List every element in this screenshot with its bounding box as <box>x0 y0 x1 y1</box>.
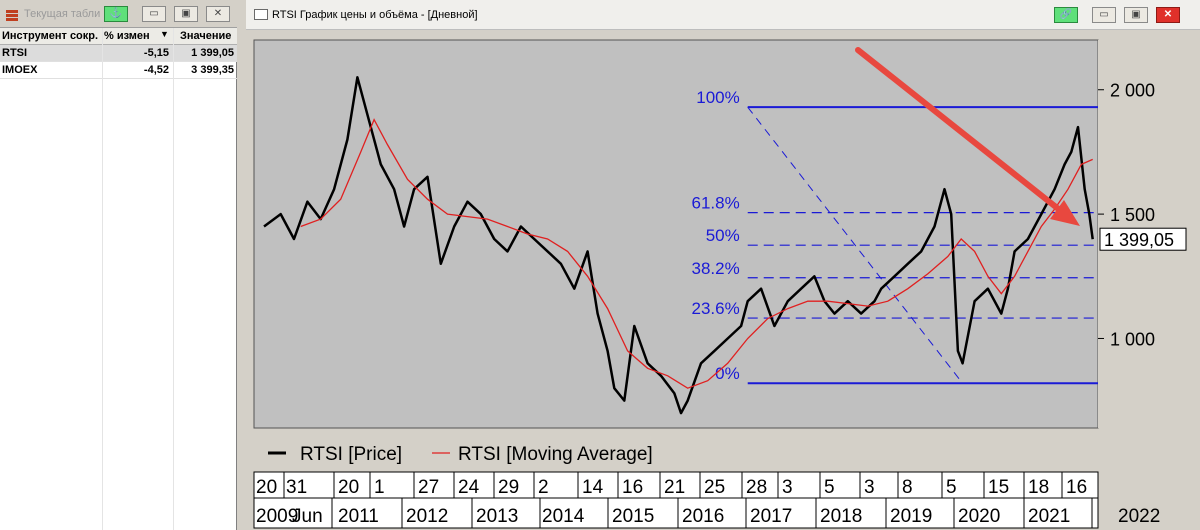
y-tick-label: 1 500 <box>1110 205 1155 225</box>
minimize-button[interactable]: ▭ <box>1092 7 1116 23</box>
column-header-value[interactable]: Значение <box>180 30 232 42</box>
x-axis-year-label: 2012 <box>406 506 448 527</box>
x-axis-day-row <box>253 471 1099 499</box>
x-axis-year-label: Jun <box>292 506 323 527</box>
x-axis-day-label: 29 <box>498 477 519 498</box>
x-axis-year-label: 2009 <box>256 506 298 527</box>
price-value: 3 399,35 <box>191 64 234 76</box>
instrument-name: RTSI <box>2 47 28 59</box>
x-axis-year-label: 2017 <box>750 506 792 527</box>
last-value-label: 1 399,05 <box>1104 230 1174 250</box>
x-axis-day-label: 5 <box>824 477 835 498</box>
chart-window-title: RTSI График цены и объёма - [Дневной] <box>272 9 478 21</box>
quote-table-window: Текущая таблица ⚓ ▭ ▣ ✕ Инструмент сокр.… <box>0 0 237 530</box>
column-header-instrument[interactable]: Инструмент сокр. <box>2 30 99 42</box>
x-axis-day-label: 15 <box>988 477 1009 498</box>
table-row[interactable]: RTSI -5,15 1 399,05 <box>0 45 237 62</box>
x-axis-day-label: 24 <box>458 477 480 498</box>
sort-down-icon: ▼ <box>160 29 169 39</box>
price-series-line <box>263 76 1094 415</box>
chart-window: RTSI График цены и объёма - [Дневной] 🔗 … <box>246 0 1200 530</box>
x-axis-year-label: 2014 <box>542 506 585 527</box>
x-axis-day-label: 14 <box>582 477 604 498</box>
x-axis-day-label: 18 <box>1028 477 1049 498</box>
quote-table-title: Текущая таблица <box>24 8 100 20</box>
table-icon <box>6 8 18 21</box>
x-axis-year-row <box>253 497 1099 529</box>
x-axis-day-label: 21 <box>664 477 685 498</box>
fib-level-label: 100% <box>696 88 739 107</box>
x-axis-day-label: 3 <box>782 477 793 498</box>
fib-level-label: 38.2% <box>692 259 740 278</box>
quote-table: Инструмент сокр. % измен ▼ Значение RTSI… <box>0 28 237 79</box>
chart-area[interactable]: 2 000 1 500 1 000 100% 61.8% 50% 38.2% 23.6% 0% 1… <box>246 30 1200 530</box>
x-axis-day-label: 2 <box>538 477 549 498</box>
x-axis-year-label: 2016 <box>682 506 724 527</box>
legend-label-price: RTSI [Price] <box>300 444 402 465</box>
x-axis-year-label: 2015 <box>612 506 654 527</box>
fib-level-label: 61.8% <box>692 194 740 213</box>
column-header-change[interactable]: % измен <box>104 30 150 42</box>
x-axis-day-label: 5 <box>946 477 957 498</box>
x-axis-day-label: 20 <box>256 477 277 498</box>
chart-window-icon <box>254 9 268 20</box>
x-axis-day-label: 27 <box>418 477 439 498</box>
x-axis-day-label: 28 <box>746 477 767 498</box>
y-tick-label: 2 000 <box>1110 81 1155 101</box>
x-axis-day-label: 20 <box>338 477 359 498</box>
x-axis-day-label: 16 <box>1066 477 1087 498</box>
x-axis-year-label: 2013 <box>476 506 518 527</box>
minimize-button[interactable]: ▭ <box>142 6 166 22</box>
x-axis-day-label: 25 <box>704 477 725 498</box>
legend-area <box>254 432 1098 466</box>
annotation-arrow-shaft <box>855 47 1069 218</box>
moving-average-line <box>300 118 1093 389</box>
chart-titlebar[interactable]: RTSI График цены и объёма - [Дневной] 🔗 … <box>246 0 1200 30</box>
x-axis-day-label: 8 <box>902 477 913 498</box>
plot-background <box>253 39 1099 429</box>
quote-table-titlebar[interactable]: Текущая таблица ⚓ ▭ ▣ ✕ <box>0 0 237 28</box>
fib-level-label: 23.6% <box>692 299 740 318</box>
x-axis-day-label: 3 <box>864 477 875 498</box>
legend-label-ma: RTSI [Moving Average] <box>458 444 653 465</box>
change-value: -4,52 <box>143 64 169 76</box>
x-axis-year-label: 2011 <box>338 506 379 527</box>
last-value-box <box>1099 227 1187 251</box>
restore-button[interactable]: ▣ <box>1124 7 1148 23</box>
x-axis-year-label: 2022 <box>1118 506 1160 527</box>
x-axis-year-label: 2018 <box>820 506 862 527</box>
instrument-name: IMOEX <box>2 64 38 76</box>
price-chart[interactable]: 2 000 1 500 1 000 100% 61.8% 50% 38.2% 23.6% 0% 1… <box>246 30 1200 530</box>
column-divider <box>102 28 103 530</box>
fib-diagonal-line <box>747 106 963 384</box>
fib-level-label: 50% <box>706 226 740 245</box>
change-value: -5,15 <box>143 47 169 59</box>
table-row[interactable]: IMOEX -4,52 3 399,35 <box>0 62 237 79</box>
table-header-row: Инструмент сокр. % измен ▼ Значение <box>0 28 237 45</box>
annotation-arrow-head <box>1050 200 1080 226</box>
x-axis-day-label: 31 <box>286 477 307 498</box>
close-button[interactable]: ✕ <box>206 6 230 22</box>
x-axis-day-label: 16 <box>622 477 643 498</box>
x-axis-year-label: 2020 <box>958 506 1000 527</box>
x-axis-year-label: 2019 <box>890 506 932 527</box>
price-value: 1 399,05 <box>191 47 234 59</box>
x-axis-day-label: 1 <box>374 477 385 498</box>
column-divider <box>173 28 174 530</box>
anchor-button[interactable]: ⚓ <box>104 6 128 22</box>
close-button[interactable]: ✕ <box>1156 7 1180 23</box>
y-tick-label: 1 000 <box>1110 329 1155 349</box>
x-axis-year-label: 2021 <box>1028 506 1070 527</box>
restore-button[interactable]: ▣ <box>174 6 198 22</box>
link-button[interactable]: 🔗 <box>1054 7 1078 23</box>
fib-level-label: 0% <box>715 364 740 383</box>
